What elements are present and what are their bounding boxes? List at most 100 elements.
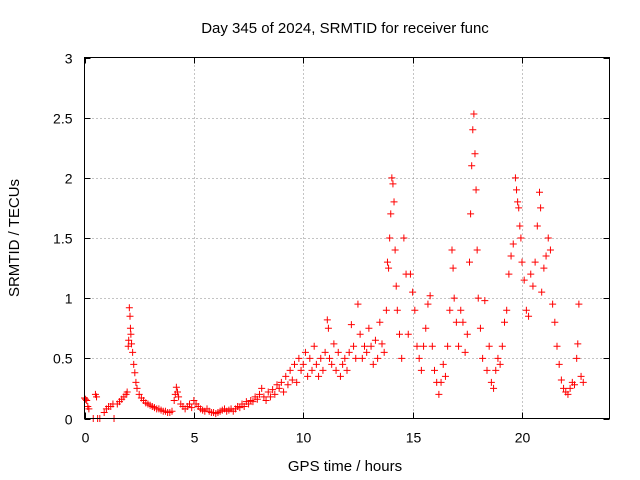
data-point (417, 366, 425, 374)
data-point (413, 342, 421, 350)
data-point (448, 246, 456, 254)
data-point (490, 384, 498, 392)
data-point (256, 390, 263, 398)
data-point (127, 330, 135, 338)
data-point (129, 348, 137, 356)
data-point (396, 330, 403, 338)
data-point (262, 396, 270, 404)
data-point (400, 234, 408, 242)
data-point (579, 378, 587, 386)
data-point (186, 400, 193, 408)
data-point (461, 348, 469, 356)
data-point (473, 246, 481, 254)
data-point (308, 366, 316, 374)
data-point (315, 372, 323, 380)
data-point (380, 348, 388, 356)
data-point (472, 186, 480, 194)
data-point (463, 330, 471, 338)
data-point (388, 174, 396, 182)
data-point (132, 378, 140, 386)
data-point (280, 388, 288, 396)
data-point (409, 288, 417, 296)
data-point (253, 395, 261, 403)
data-point (367, 342, 375, 350)
data-point (240, 402, 248, 410)
data-point (390, 198, 398, 206)
data-point (188, 404, 196, 412)
data-point (525, 312, 533, 320)
x-tick-label: 5 (191, 430, 199, 446)
data-point (341, 354, 349, 362)
data-point (522, 306, 530, 314)
data-point (492, 366, 500, 374)
data-point (459, 318, 467, 326)
data-point (573, 354, 581, 362)
y-tick-label: 0 (65, 412, 73, 428)
data-point (282, 372, 290, 380)
data-point (378, 340, 386, 348)
data-point (536, 188, 543, 196)
y-tick-label: 2.5 (53, 111, 73, 127)
data-point (236, 404, 244, 412)
y-axis-label: SRMTID / TECUs (6, 179, 23, 297)
data-point (336, 372, 344, 380)
data-point (326, 354, 333, 362)
data-point (468, 162, 476, 170)
data-point (332, 366, 340, 374)
data-point (356, 330, 364, 338)
data-point (540, 264, 548, 272)
data-point (444, 342, 452, 350)
data-point (538, 288, 546, 296)
x-tick-label: 15 (406, 430, 422, 446)
data-point (455, 342, 463, 350)
data-point (398, 354, 406, 362)
data-point (330, 340, 338, 348)
data-point (393, 306, 401, 314)
data-point (420, 342, 428, 350)
data-point (321, 348, 329, 356)
data-point (494, 354, 502, 362)
data-point (133, 384, 141, 392)
data-point (175, 393, 183, 401)
data-point (542, 252, 550, 260)
data-point (431, 366, 438, 374)
data-point (553, 342, 561, 350)
data-point (479, 354, 487, 362)
data-point (437, 378, 445, 386)
data-point (352, 354, 360, 362)
data-point (435, 390, 443, 398)
data-point (487, 378, 495, 386)
data-point (264, 388, 272, 396)
data-point (343, 366, 351, 374)
data-point (575, 300, 583, 308)
y-tick-label: 3 (65, 51, 73, 67)
data-point (457, 306, 465, 314)
data-point (496, 360, 504, 368)
data-point (501, 318, 508, 326)
data-point (100, 408, 108, 416)
data-point (452, 318, 460, 326)
data-point (286, 366, 294, 374)
data-point (85, 405, 93, 413)
data-point (323, 316, 331, 324)
data-point (125, 304, 133, 312)
data-point (555, 360, 563, 368)
data-point (551, 318, 559, 326)
data-point (533, 222, 541, 230)
data-point (266, 393, 274, 401)
x-tick-label: 0 (82, 430, 90, 446)
data-point (481, 297, 489, 305)
data-point (306, 354, 314, 362)
data-point (123, 388, 131, 396)
data-point (517, 234, 525, 242)
data-point (426, 292, 434, 300)
data-point (529, 282, 537, 290)
data-point (404, 330, 412, 338)
data-point (317, 354, 325, 362)
data-point (385, 264, 393, 272)
data-point (513, 186, 521, 194)
data-point (312, 360, 320, 368)
data-point (577, 372, 585, 380)
data-point (557, 376, 565, 384)
